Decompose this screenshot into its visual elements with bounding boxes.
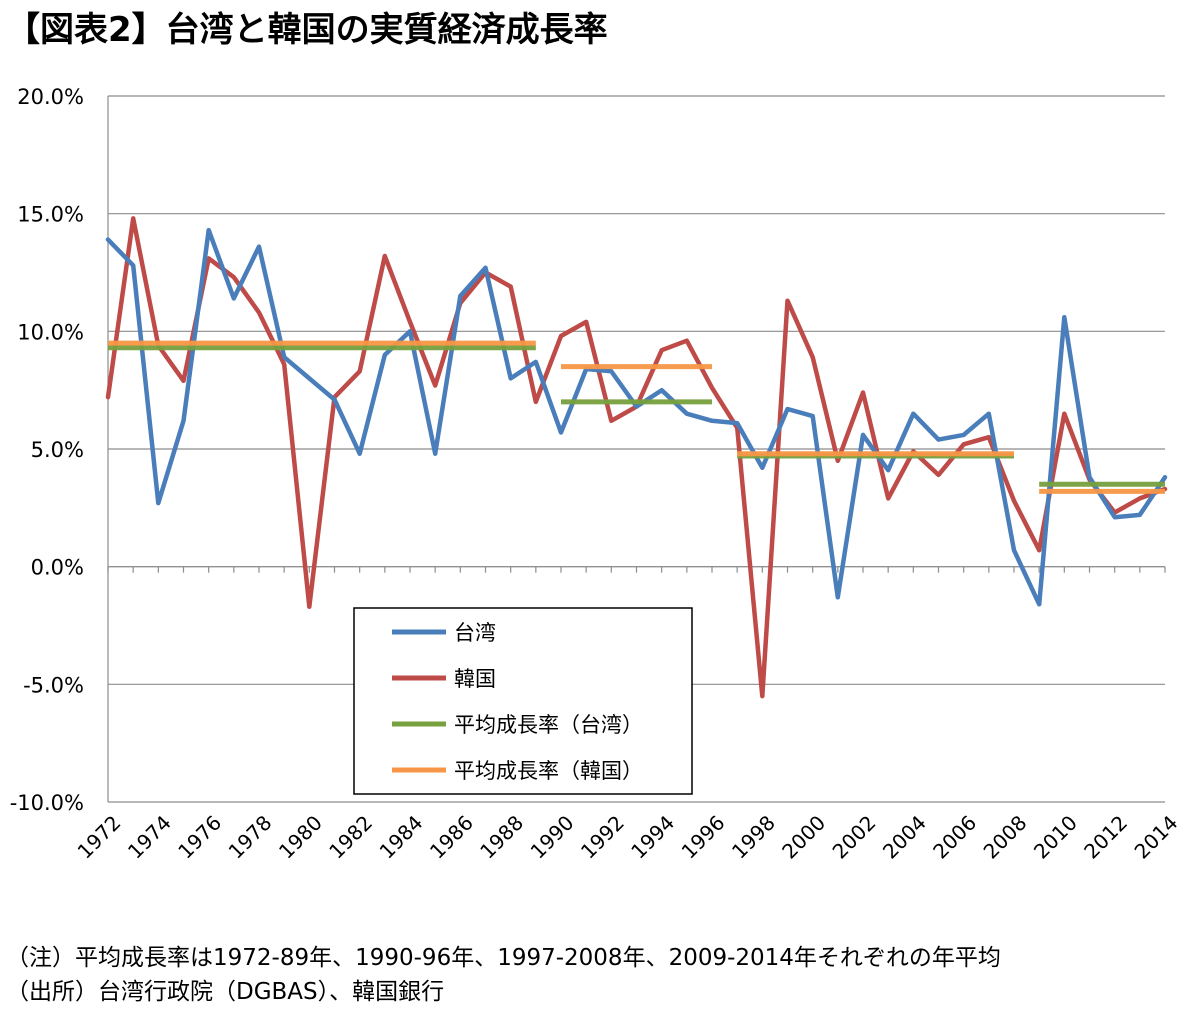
series-lines: [105, 216, 1168, 699]
legend-box: [353, 607, 693, 795]
x-tick-label: 2004: [878, 811, 931, 864]
x-tick-label: 2012: [1079, 811, 1132, 864]
y-tick-label: 5.0%: [31, 438, 84, 462]
x-axis-tick-labels: 1972197419761978198019821984198619881990…: [73, 811, 1183, 864]
x-tick-label: 1980: [274, 811, 327, 864]
x-tick-label: 1986: [425, 811, 478, 864]
x-tick-label: 1988: [475, 811, 528, 864]
series-line: [105, 227, 1168, 607]
x-tick-label: 1972: [73, 811, 126, 864]
x-tick-label: 2008: [979, 811, 1032, 864]
footnote: （注）平均成長率は1972-89年、1990-96年、1997-2008年、20…: [6, 945, 1001, 971]
legend-label: 台湾: [454, 621, 496, 645]
x-tick-label: 1990: [526, 811, 579, 864]
x-tick-label: 2000: [777, 811, 830, 864]
legend-label: 韓国: [454, 667, 496, 691]
y-tick-label: 0.0%: [31, 556, 84, 580]
legend-label: 平均成長率（韓国）: [454, 759, 643, 783]
x-tick-label: 1992: [576, 811, 629, 864]
x-tick-label: 2006: [928, 811, 981, 864]
x-tick-label: 1998: [727, 811, 780, 864]
x-tick-label: 1994: [626, 811, 679, 864]
y-tick-label: -5.0%: [23, 673, 84, 697]
x-tick-label: 1996: [677, 811, 730, 864]
x-tick-label: 1982: [324, 811, 377, 864]
x-tick-label: 1984: [375, 811, 428, 864]
x-tick-label: 1974: [123, 811, 176, 864]
x-tick-label: 2002: [828, 811, 881, 864]
y-tick-label: -10.0%: [10, 791, 84, 815]
x-tick-label: 2010: [1029, 811, 1082, 864]
line-chart: 20.0%15.0%10.0%5.0%0.0%-5.0%-10.0% 19721…: [10, 85, 1183, 864]
y-tick-label: 15.0%: [17, 203, 84, 227]
chart-title: 【図表2】台湾と韓国の実質経済成長率: [6, 10, 608, 50]
y-axis-tick-labels: 20.0% 15.0% 10.0% 5.0% 0.0% -5.0% -10.0%: [10, 85, 84, 815]
y-tick-label: 20.0%: [17, 85, 84, 109]
x-tick-label: 2014: [1130, 811, 1183, 864]
x-tick-label: 1978: [224, 811, 277, 864]
x-tick-label: 1976: [173, 811, 226, 864]
y-tick-label: 10.0%: [17, 320, 84, 344]
legend-label: 平均成長率（台湾）: [454, 713, 643, 737]
source-note: （出所）台湾行政院（DGBAS）、韓国銀行: [6, 979, 445, 1005]
